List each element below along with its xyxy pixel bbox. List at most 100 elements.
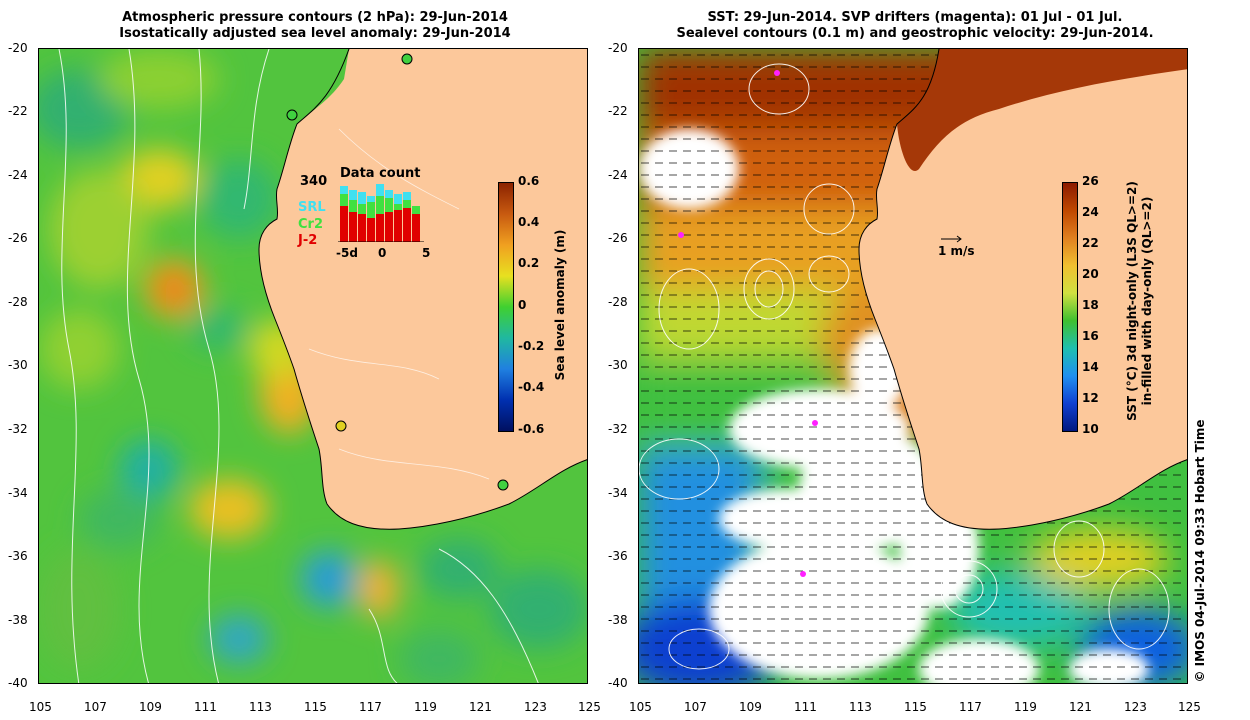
y-tick: -22 bbox=[8, 104, 28, 118]
sea-level-colorbar-ticks: 0.6 0.4 0.2 0 -0.2 -0.4 -0.6 bbox=[518, 174, 548, 444]
cbar-left-tick: -0.4 bbox=[518, 380, 545, 394]
data-count-xtick-neg5: -5d bbox=[336, 246, 358, 260]
sealevel-contours bbox=[639, 63, 1170, 670]
coastline bbox=[258, 49, 587, 530]
left-title: Atmospheric pressure contours (2 hPa): 2… bbox=[40, 10, 590, 42]
x-tick: 119 bbox=[1014, 700, 1037, 714]
y-tick: -34 bbox=[8, 486, 28, 500]
cbar-right-tick: 14 bbox=[1082, 360, 1099, 374]
x-tick: 123 bbox=[524, 700, 547, 714]
left-map bbox=[38, 48, 588, 684]
tide-gauge-marker bbox=[401, 53, 413, 65]
sst-colorbar-label-line1: SST (°C) 3d night-only (L3S QL>=2) bbox=[1125, 181, 1139, 421]
x-tick: 125 bbox=[1178, 700, 1201, 714]
drifter-marker bbox=[774, 70, 780, 76]
drifter-marker bbox=[678, 232, 684, 238]
land-contours bbox=[308, 128, 490, 480]
cbar-right-tick: 16 bbox=[1082, 329, 1099, 343]
y-tick: -36 bbox=[608, 549, 628, 563]
legend-cr2: Cr2 bbox=[298, 217, 323, 232]
cbar-left-tick: 0.6 bbox=[518, 174, 540, 188]
y-tick: -26 bbox=[8, 231, 28, 245]
velocity-scale bbox=[941, 235, 962, 243]
y-tick: -38 bbox=[8, 613, 28, 627]
right-map-svg bbox=[639, 49, 1187, 683]
y-tick: -34 bbox=[608, 486, 628, 500]
x-tick: 121 bbox=[1069, 700, 1092, 714]
x-tick: 117 bbox=[959, 700, 982, 714]
pressure-contours bbox=[58, 49, 539, 683]
y-tick: -32 bbox=[8, 422, 28, 436]
data-count-xtick-0: 0 bbox=[378, 246, 387, 260]
tide-gauge-marker bbox=[335, 420, 347, 432]
cbar-right-tick: 26 bbox=[1082, 174, 1099, 188]
cbar-right-tick: 18 bbox=[1082, 298, 1099, 312]
x-tick: 117 bbox=[359, 700, 382, 714]
x-tick: 105 bbox=[629, 700, 652, 714]
x-tick: 125 bbox=[578, 700, 601, 714]
right-title-line1: SST: 29-Jun-2014. SVP drifters (magenta)… bbox=[707, 10, 1123, 25]
right-title-line2: Sealevel contours (0.1 m) and geostrophi… bbox=[676, 26, 1154, 41]
x-tick: 111 bbox=[194, 700, 217, 714]
sst-colorbar-label-line2: in-filled with day-only (QL>=2) bbox=[1140, 196, 1154, 406]
tide-gauge-marker bbox=[286, 109, 298, 121]
legend-srl: SRL bbox=[298, 200, 326, 215]
left-title-line2: Isostatically adjusted sea level anomaly… bbox=[119, 26, 511, 41]
right-map bbox=[638, 48, 1188, 684]
left-map-svg bbox=[39, 49, 587, 683]
australia-landmass bbox=[859, 49, 1187, 530]
y-tick: -22 bbox=[608, 104, 628, 118]
y-tick: -28 bbox=[608, 295, 628, 309]
sst-colorbar-ticks: 26 24 22 20 18 16 14 12 10 bbox=[1082, 174, 1106, 444]
y-tick: -24 bbox=[608, 168, 628, 182]
y-tick: -40 bbox=[8, 676, 28, 690]
y-tick: -24 bbox=[8, 168, 28, 182]
drifter-marker bbox=[812, 420, 818, 426]
y-tick: -30 bbox=[608, 358, 628, 372]
cbar-left-tick: 0 bbox=[518, 298, 527, 312]
y-tick: -20 bbox=[608, 41, 628, 55]
x-tick: 109 bbox=[139, 700, 162, 714]
cbar-left-tick: 0.2 bbox=[518, 256, 540, 270]
drifter-marker bbox=[800, 571, 806, 577]
y-tick: -32 bbox=[608, 422, 628, 436]
y-tick: -40 bbox=[608, 676, 628, 690]
sea-level-colorbar bbox=[498, 182, 514, 432]
tide-gauge-marker bbox=[497, 479, 509, 491]
data-count-bars bbox=[338, 184, 424, 242]
y-tick: -38 bbox=[608, 613, 628, 627]
land-sst-overlay bbox=[897, 49, 1187, 171]
x-tick: 119 bbox=[414, 700, 437, 714]
x-tick: 115 bbox=[304, 700, 327, 714]
left-title-line1: Atmospheric pressure contours (2 hPa): 2… bbox=[122, 10, 508, 25]
x-tick: 123 bbox=[1124, 700, 1147, 714]
x-tick: 115 bbox=[904, 700, 927, 714]
cbar-right-tick: 12 bbox=[1082, 391, 1099, 405]
sst-colorbar bbox=[1062, 182, 1078, 432]
y-tick: -20 bbox=[8, 41, 28, 55]
cbar-right-tick: 20 bbox=[1082, 267, 1099, 281]
svp-drifters bbox=[678, 70, 818, 577]
x-tick: 113 bbox=[849, 700, 872, 714]
y-tick: -28 bbox=[8, 295, 28, 309]
x-tick: 109 bbox=[739, 700, 762, 714]
y-tick: -36 bbox=[8, 549, 28, 563]
cbar-right-tick: 24 bbox=[1082, 205, 1099, 219]
x-tick: 107 bbox=[684, 700, 707, 714]
data-count-inset: 340 Data count SRL Cr2 J-2 -5d 0 5 bbox=[298, 166, 438, 266]
x-tick: 105 bbox=[29, 700, 52, 714]
legend-j2: J-2 bbox=[298, 233, 318, 248]
velocity-scale-label: 1 m/s bbox=[938, 244, 975, 258]
data-count-title: Data count bbox=[340, 166, 421, 181]
x-tick: 111 bbox=[794, 700, 817, 714]
cbar-left-tick: -0.2 bbox=[518, 339, 545, 353]
x-tick: 121 bbox=[469, 700, 492, 714]
y-tick: -26 bbox=[608, 231, 628, 245]
right-title: SST: 29-Jun-2014. SVP drifters (magenta)… bbox=[640, 10, 1190, 42]
data-count-total: 340 bbox=[300, 174, 328, 189]
cbar-right-tick: 10 bbox=[1082, 422, 1099, 436]
sea-level-colorbar-label: Sea level anomaly (m) bbox=[553, 229, 567, 381]
cbar-left-tick: 0.4 bbox=[518, 215, 540, 229]
y-tick: -30 bbox=[8, 358, 28, 372]
